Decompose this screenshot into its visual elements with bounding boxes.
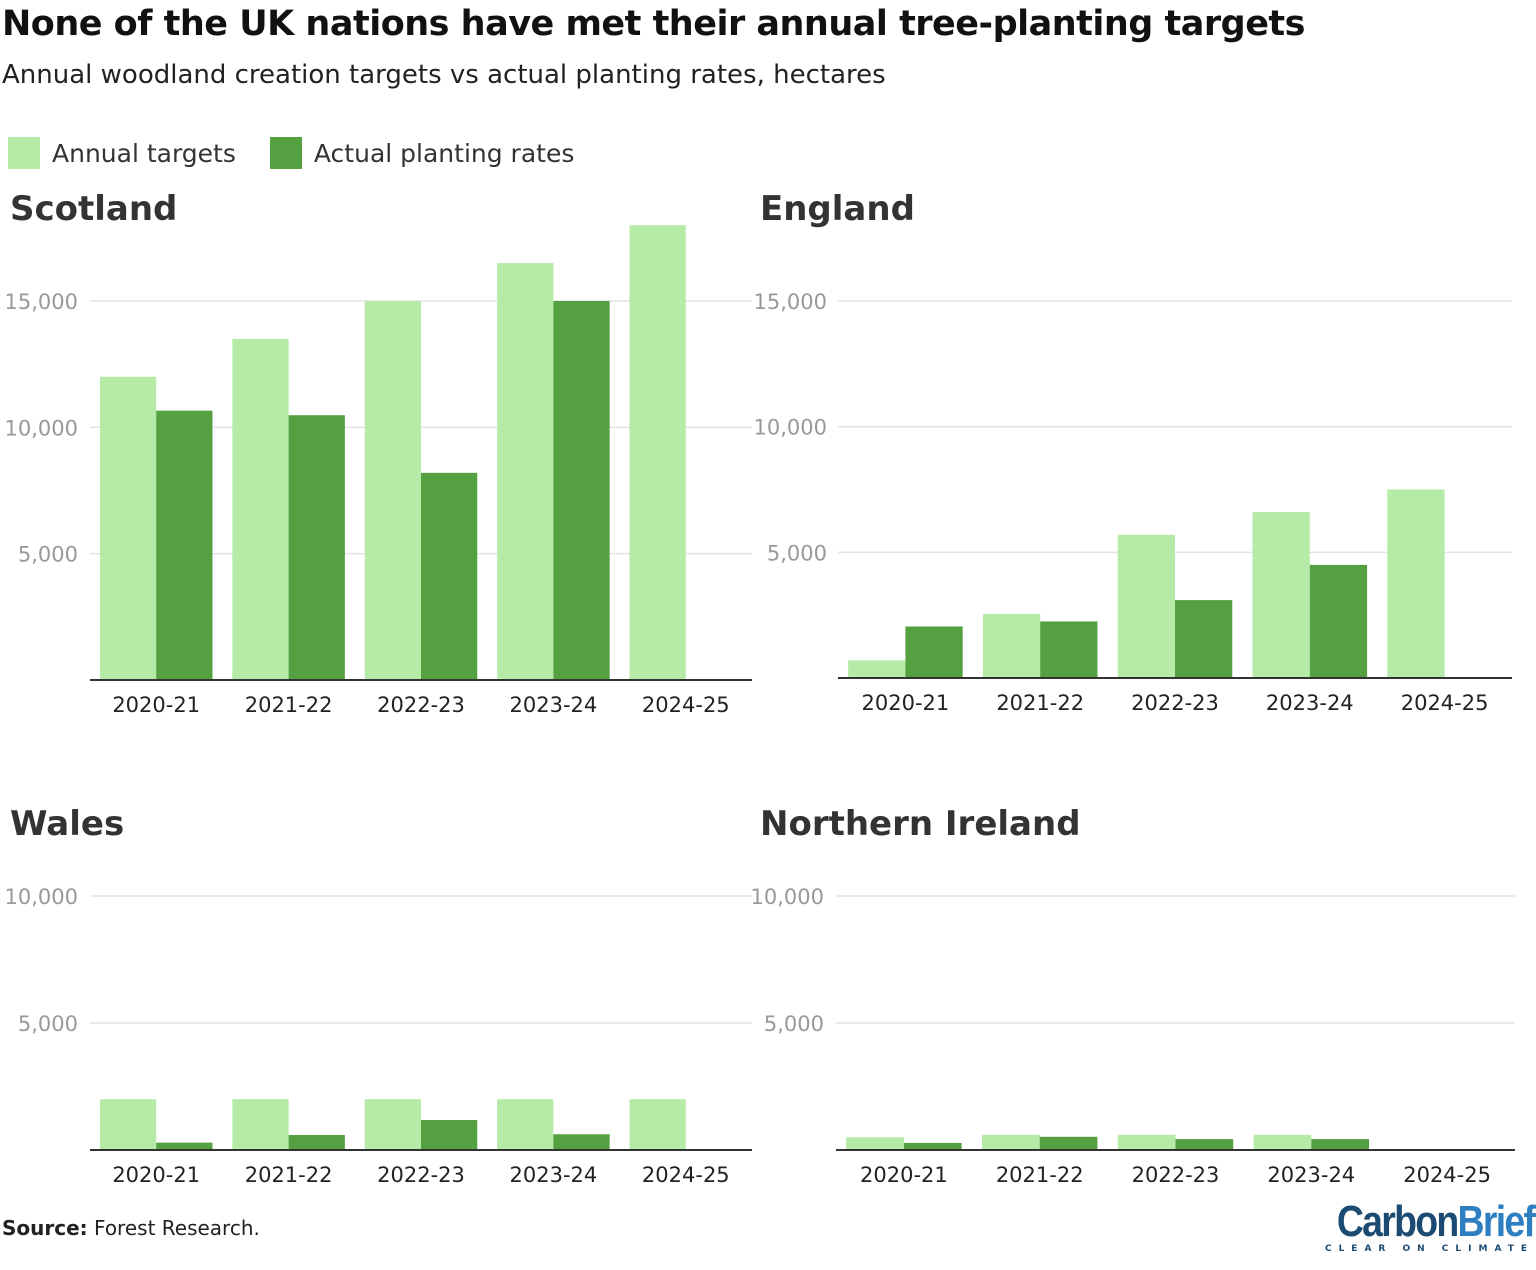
bar-actual [288,1135,345,1150]
panel-title: Northern Ireland [760,804,1081,844]
legend-label: Annual targets [52,138,236,168]
chart-title: None of the UK nations have met their an… [2,4,1306,44]
bar-target [629,225,686,680]
y-tick-label: 5,000 [767,541,827,565]
y-tick-label: 10,000 [751,885,824,909]
bar-actual [905,626,963,678]
x-tick-label: 2020-21 [862,691,950,715]
bar-actual [1311,1139,1370,1150]
source-text: Forest Research. [87,1216,260,1240]
bar-target [364,1099,421,1150]
panel-title: Scotland [10,189,177,229]
y-tick-label: 10,000 [5,885,78,909]
bar-target [629,1099,686,1150]
bar-target [497,263,554,680]
bar-actual [1175,1139,1234,1150]
x-tick-label: 2020-21 [112,1163,200,1187]
bar-actual [1309,564,1368,678]
legend-swatch-actual [269,137,302,169]
bar-actual [1175,600,1233,678]
bar-target [232,338,289,680]
logo-part1: Carbon [1336,1197,1459,1246]
bar-target [1253,1134,1312,1150]
bar-target [99,376,157,680]
x-tick-label: 2023-24 [510,1163,598,1187]
y-tick-label: 5,000 [764,1012,824,1036]
legend-label: Actual planting rates [313,138,575,168]
y-tick-label: 5,000 [18,543,78,567]
bar-target [981,1134,1040,1150]
x-tick-label: 2020-21 [112,693,200,717]
x-tick-label: 2021-22 [996,1163,1084,1187]
bar-target [1117,1134,1176,1150]
panel-title: Wales [10,804,124,844]
y-tick-label: 5,000 [18,1012,78,1036]
x-tick-label: 2024-25 [642,1163,730,1187]
bar-target [1387,489,1445,678]
bar-actual [553,301,610,680]
x-tick-label: 2021-22 [245,693,333,717]
bar-target [848,660,906,678]
logo-tagline: CLEAR ON CLIMATE [1324,1244,1534,1254]
bar-target [1252,512,1310,678]
x-tick-label: 2024-25 [1403,1163,1491,1187]
x-tick-label: 2020-21 [860,1163,948,1187]
x-tick-label: 2023-24 [510,693,598,717]
carbonbrief-logo: CarbonBrief CLEAR ON CLIMATE [1302,1197,1536,1255]
x-tick-label: 2022-23 [1132,1163,1220,1187]
bar-actual [156,1142,213,1150]
x-tick-label: 2021-22 [245,1163,333,1187]
x-tick-label: 2022-23 [377,1163,465,1187]
source-label: Source: [2,1216,88,1240]
x-tick-label: 2022-23 [1131,691,1219,715]
bar-actual [421,1120,478,1150]
x-tick-label: 2021-22 [996,691,1084,715]
x-tick-label: 2022-23 [377,693,465,717]
legend: Annual targets Actual planting rates [8,137,608,169]
x-tick-label: 2023-24 [1266,691,1354,715]
bar-actual [553,1134,610,1150]
legend-item-actual: Actual planting rates [269,137,575,169]
panel-title: England [760,189,915,229]
x-tick-label: 2024-25 [642,693,730,717]
bar-actual [1040,621,1098,678]
bar-actual [156,410,213,680]
bar-target [982,613,1041,678]
x-tick-label: 2024-25 [1401,691,1489,715]
bar-target [99,1099,157,1150]
chart-subtitle: Annual woodland creation targets vs actu… [2,60,886,90]
y-tick-label: 10,000 [5,416,78,440]
y-tick-label: 15,000 [5,290,78,314]
bar-target [846,1137,904,1150]
legend-swatch-targets [8,137,40,169]
bar-target [497,1099,554,1150]
bar-target [1117,534,1175,678]
logo-part2: Brief [1457,1197,1535,1246]
bar-actual [903,1142,962,1150]
source-note: Source: Forest Research. [2,1216,260,1240]
bar-actual [288,415,345,680]
x-tick-label: 2023-24 [1267,1163,1355,1187]
legend-item-targets: Annual targets [8,137,236,169]
y-tick-label: 10,000 [754,416,827,440]
bar-actual [1039,1136,1098,1150]
bar-actual [421,472,478,680]
bar-target [364,301,421,680]
y-tick-label: 15,000 [754,290,827,314]
bar-target [232,1099,289,1150]
